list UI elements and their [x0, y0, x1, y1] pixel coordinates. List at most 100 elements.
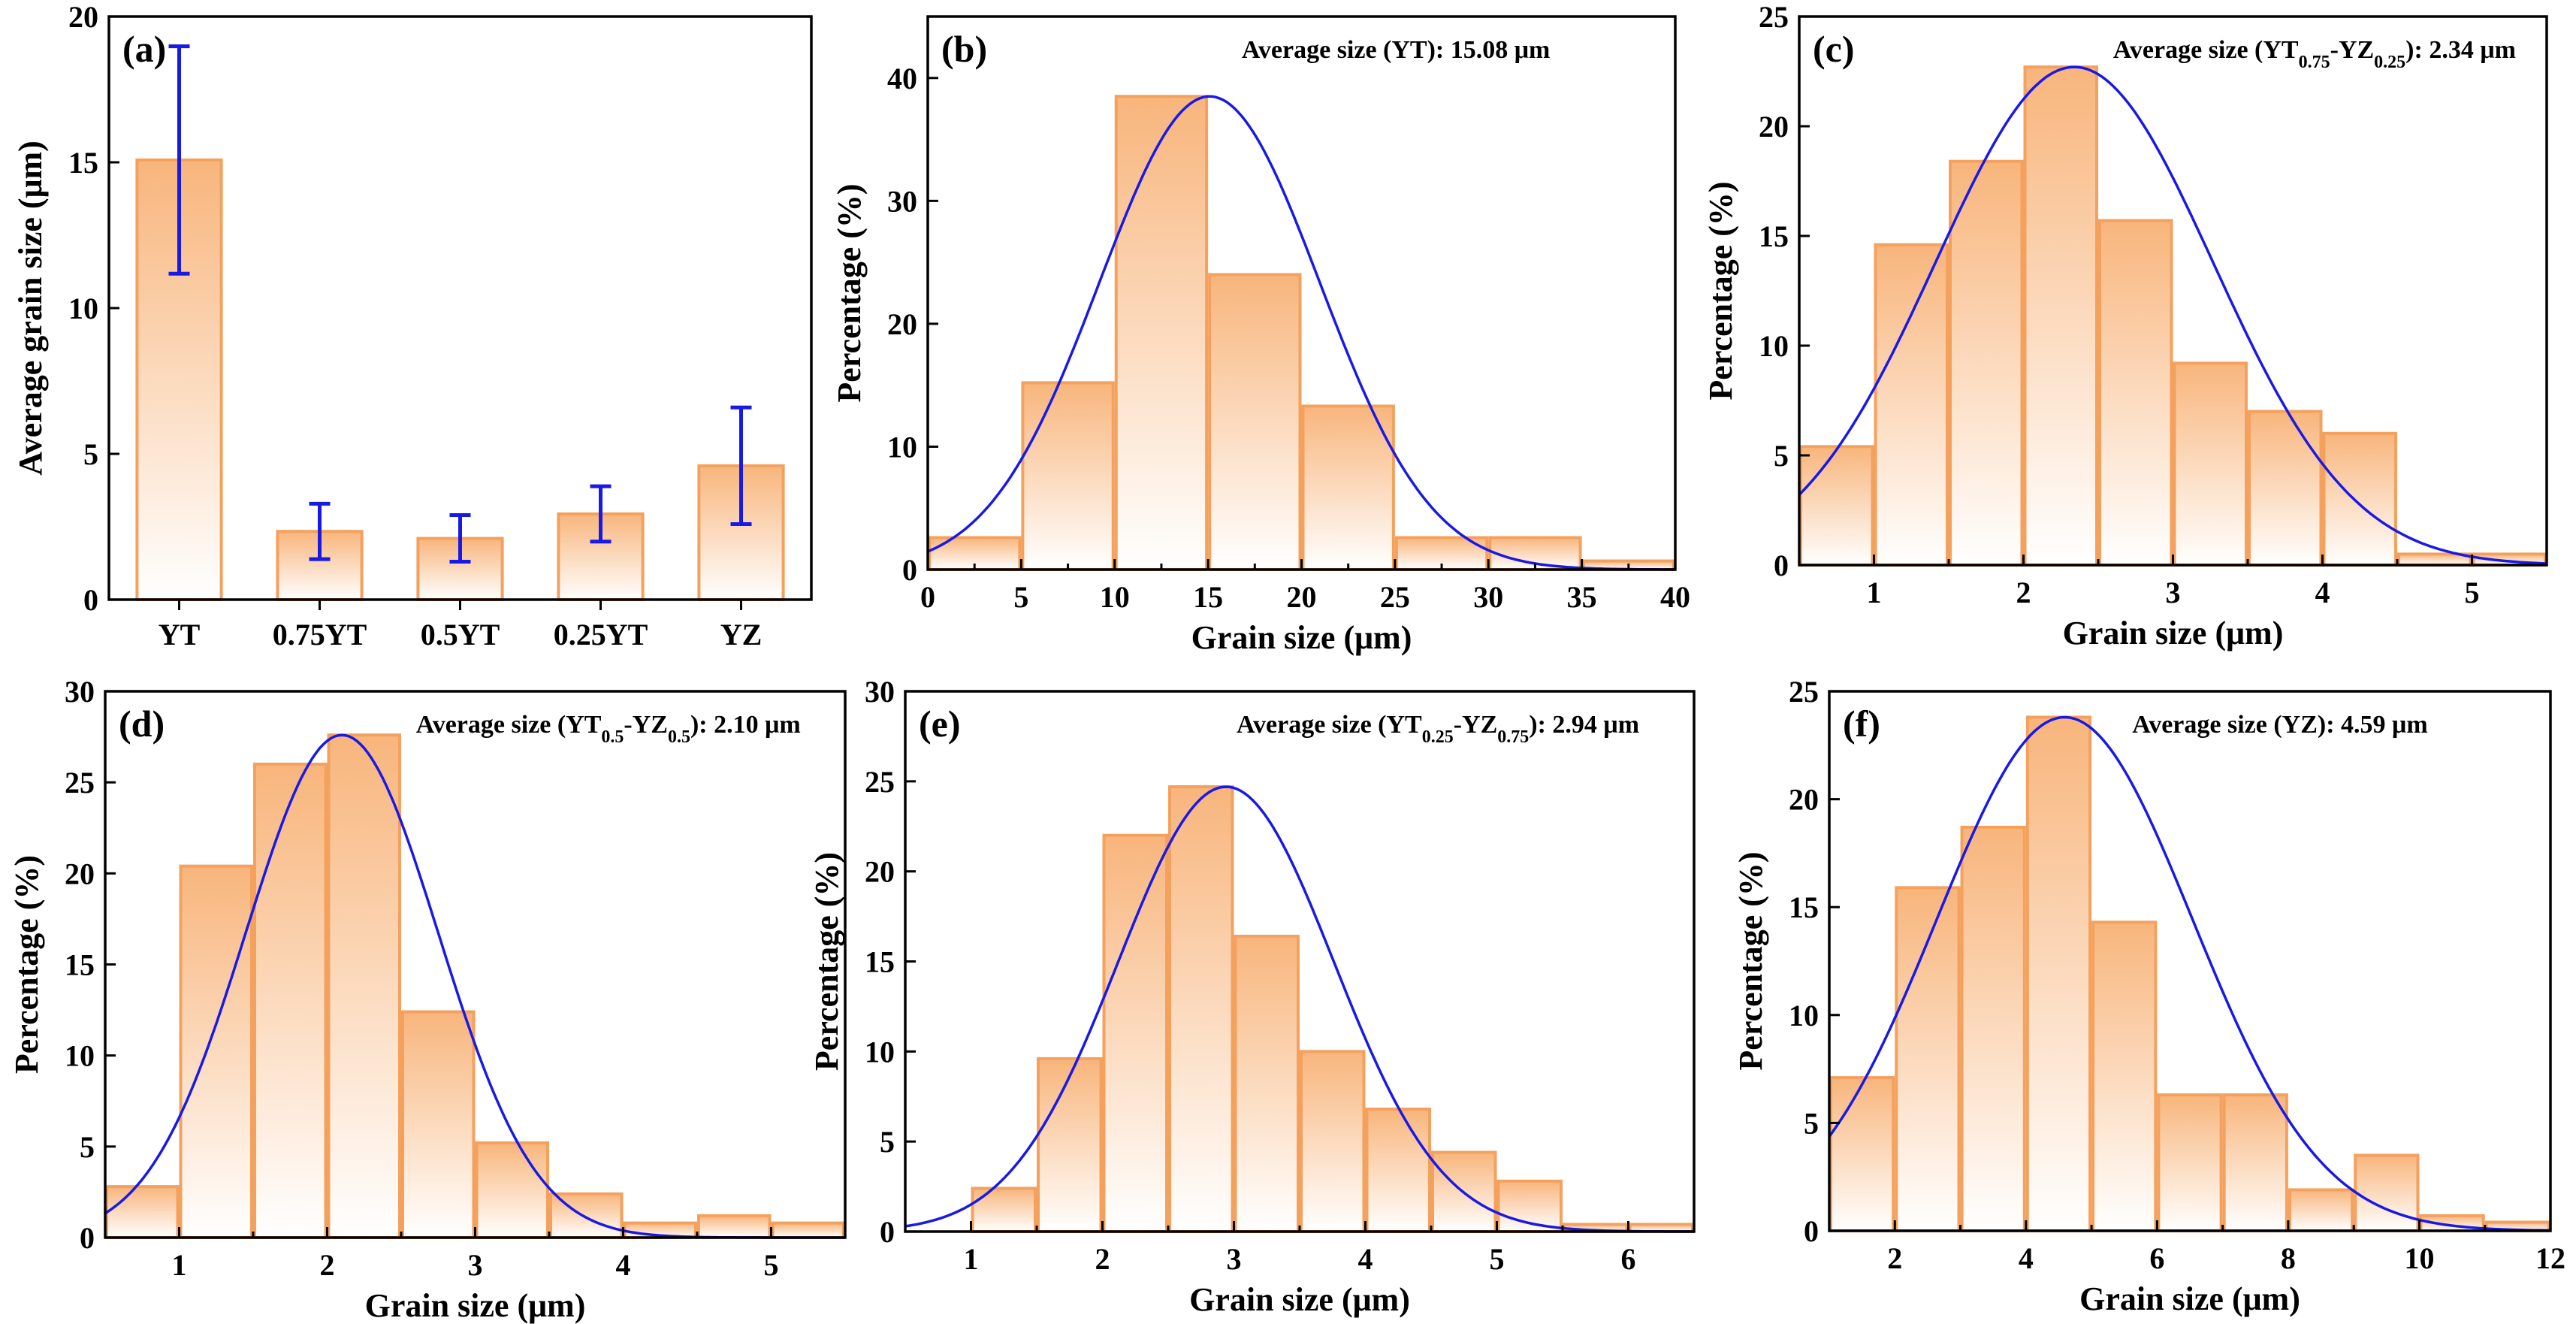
- y-tick-label: 15: [65, 948, 95, 982]
- y-tick-label: 5: [1774, 439, 1789, 473]
- plot-frame: [1828, 690, 2552, 1232]
- histogram-bar: [697, 1214, 772, 1240]
- histogram-bar: [1114, 95, 1209, 572]
- panel-c: 1 2 3 4 5 Grain size (μm) Average size (YT0.75…: [1702, 0, 2548, 651]
- histogram-bar: [2025, 715, 2092, 1232]
- x-tick-label: 10: [1100, 580, 1130, 614]
- x-tick-label: 0.75YT: [273, 618, 367, 651]
- x-tick-label: 6: [1621, 1242, 1636, 1276]
- y-tick-label: 0: [1774, 549, 1789, 582]
- y-tick-label: 5: [880, 1125, 895, 1159]
- histogram-bar: [105, 1185, 180, 1239]
- y-tick-label: 15: [1759, 219, 1789, 253]
- x-tick-label: 4: [2315, 576, 2330, 609]
- y-tick-label: 25: [1759, 0, 1789, 34]
- bar-0.25YT: [557, 512, 645, 601]
- histogram-bar: [1300, 1050, 1366, 1234]
- panel-f: 2 4 6 8 10 12 Grain size (μm) Average size (YZ)…: [1732, 675, 2565, 1317]
- x-tick-label: 3: [1227, 1242, 1242, 1276]
- y-axis-label: Average grain size (μm): [12, 141, 49, 476]
- x-tick-label: 5: [1013, 580, 1028, 614]
- histogram-bar: [1799, 445, 1874, 567]
- histogram-bar: [475, 1141, 549, 1240]
- histogram-bar: [1365, 1108, 1431, 1233]
- x-tick-label: 2: [320, 1248, 335, 1282]
- x-tick-label: 0: [920, 580, 935, 614]
- histogram-bar: [2288, 1188, 2354, 1233]
- x-tick-label: 25: [1380, 580, 1410, 614]
- y-tick-label: 20: [1759, 110, 1789, 144]
- y-tick-label: 20: [887, 307, 917, 341]
- x-tick-label: 2: [1887, 1241, 1902, 1275]
- y-tick-label: 0: [83, 583, 98, 617]
- x-tick-label: 12: [2535, 1241, 2565, 1275]
- histogram-bar: [771, 1221, 845, 1239]
- y-tick-label: 30: [65, 675, 95, 709]
- error-bar-YZ: [730, 405, 752, 527]
- y-tick-label: 25: [865, 765, 895, 799]
- histogram-bar: [2157, 1093, 2223, 1232]
- histogram-bar: [179, 864, 253, 1239]
- histogram-bar: [1488, 536, 1582, 572]
- y-tick-label: 10: [68, 292, 98, 325]
- error-bar-YT: [168, 44, 190, 276]
- histogram-bar: [2091, 920, 2158, 1232]
- y-tick-label: 10: [887, 430, 917, 464]
- average-size-annotation: Average size (YT0.25-YZ0.75): 2.94 μm: [1237, 711, 1639, 747]
- panel-label: (a): [122, 28, 166, 70]
- x-tick-label: 5: [2465, 576, 2480, 609]
- x-axis-label: Grain size (μm): [1191, 619, 1412, 656]
- y-axis-label: Percentage (%): [8, 855, 45, 1074]
- x-tick-label: 3: [468, 1248, 483, 1282]
- histogram-bar: [2173, 361, 2248, 567]
- plot-frame: [104, 690, 847, 1239]
- y-tick-label: 10: [865, 1035, 895, 1069]
- y-tick-label: 30: [865, 675, 895, 709]
- histogram-bar: [2248, 410, 2323, 567]
- panel-a: YT 0.75YT 0.5YT 0.25YT YZ 0 5 10 15 20 Average gra…: [12, 0, 813, 651]
- histogram-bar: [327, 733, 401, 1239]
- y-tick-label: 15: [865, 945, 895, 979]
- y-tick-label: 20: [68, 0, 98, 34]
- plot-frame: [1798, 15, 2548, 567]
- y-tick-label: 0: [80, 1221, 95, 1255]
- panel-b: 0 5 10 15 20 25 30 35 40 Grain size (μm) Average s…: [831, 15, 1690, 656]
- histogram-bar: [1960, 825, 2026, 1233]
- error-bar-0.75YT: [309, 501, 331, 561]
- panel-d: 1 2 3 4 5 Grain size (μm) Average size (YT0.5-…: [8, 675, 847, 1324]
- histogram-bar: [1102, 833, 1168, 1233]
- x-tick-label: 4: [616, 1248, 631, 1282]
- y-tick-label: 5: [83, 437, 98, 471]
- plot-frame: [107, 15, 813, 601]
- y-axis-label: Percentage (%): [1702, 181, 1739, 400]
- average-size-annotation: Average size (YT0.5-YZ0.5): 2.10 μm: [416, 711, 801, 747]
- y-tick-label: 10: [1789, 999, 1819, 1032]
- x-tick-label: 1: [1867, 576, 1882, 609]
- gaussian-fit-curve: [1828, 715, 2551, 1232]
- x-tick-label: 5: [1490, 1242, 1505, 1276]
- panel-label: (c): [1813, 28, 1855, 70]
- y-tick-label: 20: [1789, 783, 1819, 817]
- y-tick-label: 15: [1789, 890, 1819, 924]
- histogram-bar: [971, 1186, 1037, 1233]
- average-size-annotation: Average size (YT0.75-YZ0.25): 2.34 μm: [2113, 36, 2516, 72]
- x-tick-label: 0.25YT: [554, 618, 648, 651]
- x-tick-label: 0.5YT: [421, 618, 500, 651]
- x-tick-label: 3: [2166, 576, 2181, 609]
- histogram-bar: [2222, 1093, 2288, 1232]
- x-tick-label: 8: [2281, 1241, 2296, 1275]
- panel-label: (f): [1843, 703, 1880, 745]
- y-tick-label: 40: [887, 62, 917, 95]
- x-tick-label: 1: [172, 1248, 187, 1282]
- x-tick-label: 15: [1193, 580, 1223, 614]
- y-tick-label: 30: [887, 184, 917, 218]
- histogram-bar: [1949, 159, 2024, 567]
- histogram-bar: [1874, 243, 1949, 567]
- x-tick-label: YZ: [720, 618, 763, 651]
- y-tick-label: 15: [68, 146, 98, 180]
- histogram-bar: [1234, 934, 1300, 1233]
- histogram-bar: [253, 762, 328, 1239]
- x-tick-label: 1: [964, 1242, 979, 1276]
- x-tick-label: 4: [2019, 1241, 2034, 1275]
